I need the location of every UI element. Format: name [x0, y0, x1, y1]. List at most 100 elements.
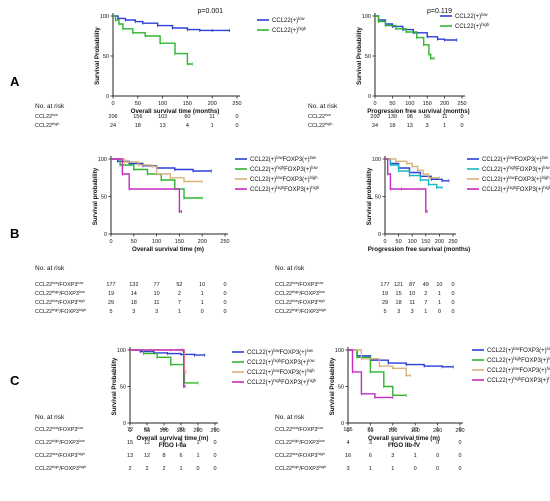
risk-row-label: CCL22high/FOXP3low — [35, 439, 85, 446]
x-tick-label: 100 — [152, 239, 161, 245]
superscript: high — [325, 122, 332, 126]
x-tick-label: 200 — [198, 239, 207, 245]
label-part: CCL22 — [35, 440, 52, 446]
series-line-3 — [111, 158, 182, 213]
label-part: FOXP3(+) — [284, 187, 311, 193]
panel-label-a: A — [10, 74, 20, 89]
superscript: low — [52, 299, 58, 303]
label-part: CCL22(+) — [250, 167, 276, 173]
risk-value: 177 — [380, 282, 389, 288]
label-part: CCL22 — [35, 427, 52, 433]
superscript: high — [79, 308, 86, 312]
label-part: CCL22(+) — [482, 177, 508, 183]
series-line-3 — [130, 349, 186, 388]
superscript: low — [513, 366, 520, 371]
x-axis-label: Overall survival time (m) — [368, 435, 440, 442]
label-part: CCL22(+) — [482, 167, 508, 173]
superscript: low — [292, 426, 298, 430]
risk-value: 6 — [179, 453, 182, 459]
risk-row-label: CCL22high/FOXP3low — [275, 290, 325, 297]
superscript: high — [513, 356, 522, 361]
superscript: high — [311, 185, 320, 190]
label-part: CCL22 — [275, 453, 292, 459]
risk-value: 1 — [438, 300, 441, 306]
label-part: FOXP3(+) — [519, 368, 546, 374]
risk-table-title: No. at risk — [35, 414, 65, 421]
x-tick-label: 0 — [111, 101, 114, 107]
label-part: CCL22(+) — [247, 360, 273, 366]
risk-value: 1 — [178, 309, 181, 315]
legend-label: CCL22(+)high — [455, 22, 490, 31]
x-tick-label: 200 — [433, 428, 442, 434]
risk-value: 18 — [131, 300, 137, 306]
label-part: FOXP3(+) — [516, 187, 543, 193]
risk-value: 9 — [196, 427, 199, 433]
superscript: high — [77, 299, 84, 303]
risk-row-label: CCL22low/FOXP3high — [275, 452, 325, 459]
y-axis-label: Survival Probability — [111, 357, 118, 415]
risk-value: 5 — [383, 309, 386, 315]
y-tick-label: 50 — [365, 54, 371, 60]
superscript: low — [77, 281, 83, 285]
label-part: CCL22(+) — [250, 187, 276, 193]
y-tick-label: 50 — [103, 54, 109, 60]
risk-row-label: CCL22low — [35, 113, 58, 120]
x-tick-label: 200 — [440, 101, 449, 107]
superscript: high — [307, 368, 316, 373]
label-part: CCL22 — [275, 427, 292, 433]
superscript: low — [52, 113, 58, 117]
superscript: low — [547, 346, 550, 351]
risk-value: 29 — [108, 300, 114, 306]
x-tick-label: 250 — [448, 239, 457, 245]
superscript: high — [310, 175, 319, 180]
series-line-2 — [348, 349, 411, 377]
risk-row-label: CCL22high — [35, 122, 59, 129]
risk-value: 44 — [161, 427, 167, 433]
superscript: high — [319, 465, 326, 469]
label-part: /FOXP3 — [58, 282, 78, 288]
risk-value: 1 — [414, 440, 417, 446]
label-part: CCL22(+) — [482, 157, 508, 163]
risk-value: 105 — [343, 427, 352, 433]
x-tick-label: 0 — [373, 101, 376, 107]
superscript: low — [325, 113, 331, 117]
legend-label: CCL22(+)lowFOXP3(+)low — [247, 348, 314, 357]
label-part: CCL22(+) — [247, 350, 273, 356]
risk-value: 0 — [213, 453, 216, 459]
risk-value: 0 — [414, 466, 417, 472]
superscript: low — [79, 439, 85, 443]
x-tick-label: 100 — [158, 101, 167, 107]
y-tick-label: 100 — [335, 348, 344, 354]
risk-value: 2 — [178, 291, 181, 297]
label-part: CCL22(+) — [487, 368, 513, 374]
legend: CCL22(+)lowFOXP3(+)lowCCL22(+)highFOXP3(… — [467, 155, 550, 193]
risk-value: 0 — [438, 309, 441, 315]
legend-label: CCL22(+)highFOXP3(+)low — [482, 165, 550, 174]
y-tick-label: 50 — [375, 195, 381, 201]
risk-value: 0 — [458, 466, 461, 472]
series-line-1 — [113, 15, 193, 65]
label-part: CCL22 — [35, 282, 52, 288]
label-part: /FOXP3 — [299, 466, 319, 472]
legend-label: CCL22(+)high — [272, 26, 307, 35]
x-tick-label: 150 — [411, 428, 420, 434]
superscript: high — [319, 308, 326, 312]
x-tick-label: 50 — [367, 428, 373, 434]
risk-value: 121 — [394, 282, 403, 288]
superscript: high — [52, 308, 59, 312]
risk-value: 3 — [132, 309, 135, 315]
x-axis-label: Progression free survival (months) — [367, 108, 469, 115]
label-part: FOXP3(+) — [516, 167, 543, 173]
risk-row-label: CCL22high/FOXP3low — [275, 439, 325, 446]
legend-label: CCL22(+)highFOXP3(+)low — [250, 165, 319, 174]
risk-value: 3 — [426, 123, 429, 129]
superscript: high — [548, 376, 550, 381]
risk-value: 4 — [346, 440, 349, 446]
risk-value: 0 — [196, 466, 199, 472]
risk-row-label: CCL22high/FOXP3high — [35, 465, 86, 472]
label-part: CCL22 — [308, 123, 325, 129]
legend-label: CCL22(+)lowFOXP3(+)low — [250, 155, 317, 164]
x-tick-label: 50 — [396, 239, 402, 245]
